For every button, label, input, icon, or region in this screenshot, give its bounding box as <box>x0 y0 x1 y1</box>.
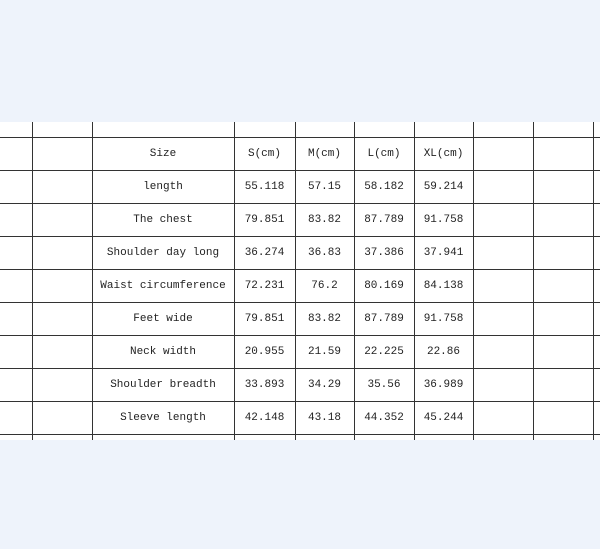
table-cell: 43.18 <box>307 412 341 424</box>
table-cell: 36.274 <box>244 247 285 259</box>
grid-line-vertical <box>295 122 296 440</box>
column-header: Size <box>149 148 177 160</box>
grid-line-vertical <box>234 122 235 440</box>
table-cell: 76.2 <box>311 280 338 292</box>
table-cell: 22.225 <box>364 346 404 358</box>
grid-line-horizontal <box>0 170 600 171</box>
grid-line-vertical <box>92 122 93 440</box>
table-cell: Waist circumference <box>100 280 226 292</box>
table-cell: 58.182 <box>364 181 404 193</box>
table-cell: 45.244 <box>423 412 464 424</box>
table-cell: 55.118 <box>244 181 285 193</box>
table-cell: 80.169 <box>364 280 404 292</box>
table-cell: Shoulder day long <box>106 247 220 259</box>
column-header: L(cm) <box>367 148 401 160</box>
column-header: S(cm) <box>247 148 281 160</box>
table-cell: Neck width <box>129 346 196 358</box>
size-chart-table: Size S(cm) M(cm) L(cm) XL(cm) length 55.118 57.… <box>0 122 600 440</box>
grid-line-vertical <box>593 122 594 440</box>
table-cell: 44.352 <box>364 412 404 424</box>
grid-line-horizontal <box>0 236 600 237</box>
table-cell: 34.29 <box>307 379 341 391</box>
grid-line-vertical <box>414 122 415 440</box>
table-cell: The chest <box>133 214 193 226</box>
table-cell: 87.789 <box>364 214 404 226</box>
table-cell: 79.851 <box>244 214 285 226</box>
table-cell: 83.82 <box>307 214 341 226</box>
table-cell: 33.893 <box>244 379 285 391</box>
column-header: XL(cm) <box>423 148 464 160</box>
table-cell: 42.148 <box>244 412 285 424</box>
grid-line-vertical <box>354 122 355 440</box>
table-cell: 59.214 <box>423 181 464 193</box>
grid-line-vertical <box>473 122 474 440</box>
table-cell: 79.851 <box>244 313 285 325</box>
table-cell: 35.56 <box>367 379 401 391</box>
grid-line-horizontal <box>0 203 600 204</box>
grid-line-horizontal <box>0 368 600 369</box>
grid-line-horizontal <box>0 434 600 435</box>
grid-line-horizontal <box>0 401 600 402</box>
table-cell: 91.758 <box>423 214 464 226</box>
table-cell: Shoulder breadth <box>110 379 216 391</box>
table-cell: 83.82 <box>307 313 341 325</box>
grid-line-horizontal <box>0 269 600 270</box>
grid-line-vertical <box>32 122 33 440</box>
table-cell: 36.989 <box>423 379 464 391</box>
column-header: M(cm) <box>307 148 341 160</box>
table-cell: 37.386 <box>364 247 404 259</box>
table-cell: Feet wide <box>133 313 193 325</box>
table-cell: 20.955 <box>244 346 285 358</box>
table-cell: 57.15 <box>307 181 341 193</box>
grid-line-horizontal <box>0 137 600 138</box>
table-cell: 72.231 <box>244 280 285 292</box>
grid-line-vertical <box>533 122 534 440</box>
grid-line-horizontal <box>0 335 600 336</box>
table-cell: 22.86 <box>426 346 460 358</box>
table-cell: 87.789 <box>364 313 404 325</box>
grid-line-horizontal <box>0 302 600 303</box>
table-cell: 37.941 <box>423 247 464 259</box>
table-cell: 36.83 <box>307 247 341 259</box>
table-cell: 21.59 <box>307 346 341 358</box>
table-cell: 91.758 <box>423 313 464 325</box>
table-cell: 84.138 <box>423 280 464 292</box>
table-cell: length <box>143 181 183 193</box>
table-cell: Sleeve length <box>120 412 206 424</box>
